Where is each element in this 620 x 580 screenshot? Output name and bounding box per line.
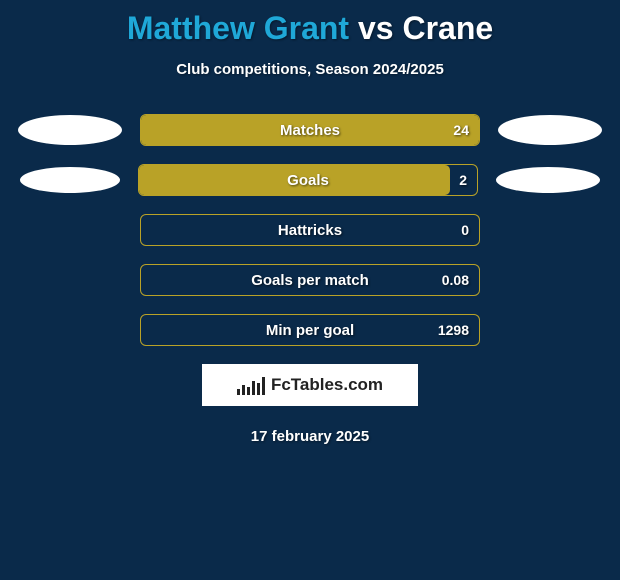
ellipse-spacer <box>498 215 602 245</box>
stat-bar: Hattricks0 <box>140 214 480 246</box>
stat-row: Goals per match0.08 <box>0 264 620 296</box>
stat-bar-value: 0.08 <box>442 265 469 295</box>
stat-bar-label: Hattricks <box>141 215 479 245</box>
stat-rows: Matches24 Goals2 Hattricks0 Goals per match… <box>0 114 620 346</box>
page-title: Matthew Grant vs Crane <box>0 0 620 47</box>
fctables-logo: FcTables.com <box>202 364 418 406</box>
stat-row: Goals2 <box>0 164 620 196</box>
stat-bar: Goals2 <box>138 164 478 196</box>
stat-bar-label: Matches <box>141 115 479 145</box>
subtitle: Club competitions, Season 2024/2025 <box>0 61 620 78</box>
stat-row: Matches24 <box>0 114 620 146</box>
stat-row: Hattricks0 <box>0 214 620 246</box>
ellipse-right <box>496 167 600 193</box>
stat-bar-value: 0 <box>461 215 469 245</box>
ellipse-spacer <box>18 315 122 345</box>
ellipse-left <box>20 167 120 193</box>
ellipse-spacer <box>18 215 122 245</box>
stat-bar: Goals per match0.08 <box>140 264 480 296</box>
ellipse-spacer <box>18 265 122 295</box>
stat-bar-label: Goals per match <box>141 265 479 295</box>
footer-date: 17 february 2025 <box>0 428 620 445</box>
title-vs: vs <box>358 10 394 46</box>
logo-text: FcTables.com <box>271 375 383 395</box>
stat-bar-label: Goals <box>139 165 477 195</box>
stat-bar-value: 1298 <box>438 315 469 345</box>
title-player2: Crane <box>402 10 493 46</box>
stat-bar-value: 24 <box>453 115 469 145</box>
stat-bar-label: Min per goal <box>141 315 479 345</box>
ellipse-left <box>18 115 122 145</box>
stat-bar-value: 2 <box>459 165 467 195</box>
ellipse-spacer <box>498 265 602 295</box>
title-player1: Matthew Grant <box>127 10 349 46</box>
stat-row: Min per goal1298 <box>0 314 620 346</box>
ellipse-spacer <box>498 315 602 345</box>
ellipse-right <box>498 115 602 145</box>
stat-bar: Matches24 <box>140 114 480 146</box>
stat-bar: Min per goal1298 <box>140 314 480 346</box>
logo-chart-icon <box>237 375 265 395</box>
